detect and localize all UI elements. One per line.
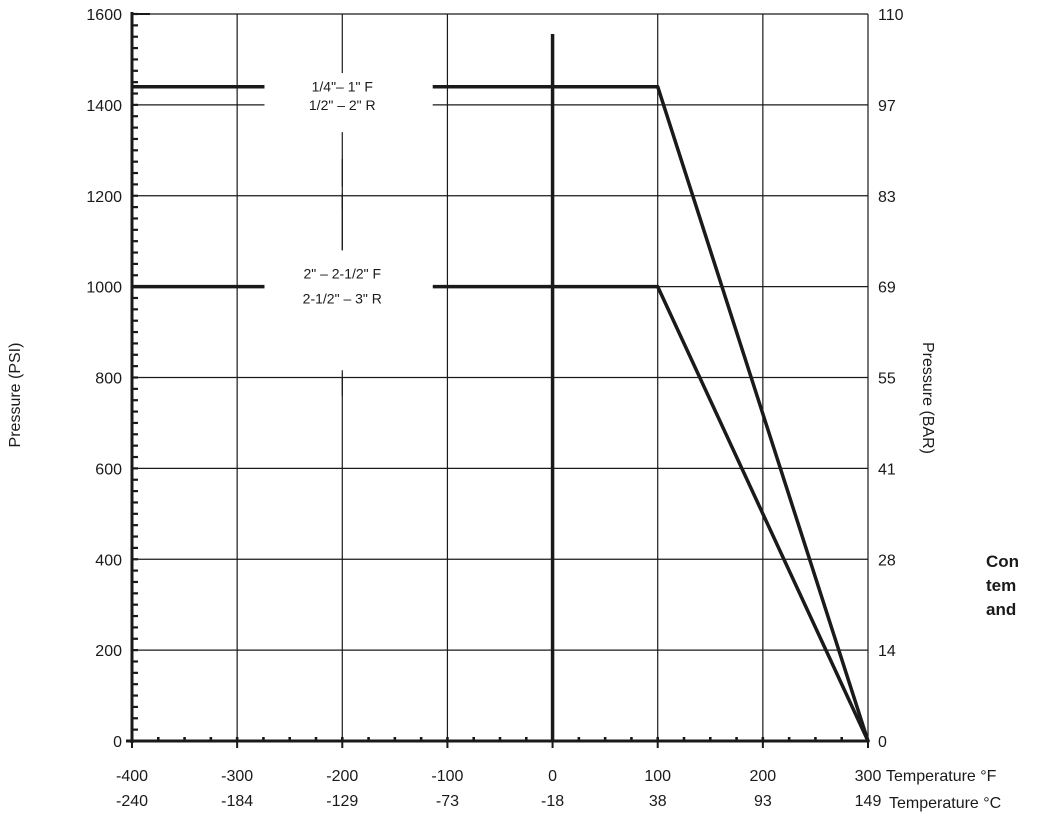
y-tick-label-right: 0 (878, 734, 887, 751)
y-tick-label-right: 110 (878, 7, 904, 24)
y-tick-label-right: 69 (878, 280, 896, 297)
x-tick-label-c: 38 (649, 793, 667, 810)
series-annotations: 1/4"– 1" F 1/2" – 2" R 2" – 2-1/2" F 2-1/2"… (264, 73, 433, 396)
axes (126, 12, 869, 748)
y-tick-label-left: 0 (113, 734, 122, 751)
x-tick-label-c: 149 (855, 793, 882, 810)
series-lines (132, 84, 870, 743)
side-note-line: Con (986, 552, 1020, 571)
series-line (655, 284, 870, 743)
x-tick-label-f: -400 (116, 768, 148, 785)
label-mask (264, 250, 433, 371)
y-tick-label-left: 600 (95, 461, 122, 478)
x-tick-label-c: -18 (541, 793, 564, 810)
x-tick-label-c: -240 (116, 793, 148, 810)
x-tick-label-f: 100 (644, 768, 671, 785)
series-line (655, 84, 870, 743)
y-tick-label-left: 800 (95, 371, 122, 388)
x-axis-label-fahrenheit: Temperature °F (886, 768, 997, 785)
side-note-line: and (986, 600, 1017, 619)
y-tick-label-left: 1600 (86, 7, 122, 24)
y-axis-label-left: Pressure (PSI) (7, 343, 24, 448)
x-tick-label-f: 0 (548, 768, 557, 785)
x-tick-label-f: 300 (855, 768, 882, 785)
y-tick-label-left: 1400 (86, 98, 122, 115)
y-tick-label-left: 1000 (86, 280, 122, 297)
x-axis-label-celsius: Temperature °C (889, 795, 1001, 812)
y-tick-label-left: 1200 (86, 189, 122, 206)
y-tick-label-left: 200 (95, 643, 122, 660)
y-tick-label-right: 14 (878, 643, 896, 660)
y-axis-label-right: Pressure (BAR) (919, 342, 936, 454)
series-label: 1/4"– 1" F (312, 79, 373, 95)
y-tick-label-right: 83 (878, 189, 896, 206)
x-tick-label-f: -300 (221, 768, 253, 785)
series-label: 2-1/2" – 3" R (303, 291, 382, 307)
y-tick-label-right: 55 (878, 371, 896, 388)
series-label: 2" – 2-1/2" F (303, 266, 381, 282)
x-tick-label-c: 93 (754, 793, 772, 810)
y-tick-label-left: 400 (95, 552, 122, 569)
label-mask (264, 73, 433, 160)
x-tick-label-f: 200 (750, 768, 777, 785)
y-tick-label-right: 41 (878, 461, 896, 478)
y-tick-label-right: 97 (878, 98, 896, 115)
x-tick-label-c: -184 (221, 793, 253, 810)
grid-lines (132, 13, 869, 741)
x-tick-label-c: -73 (436, 793, 459, 810)
side-note: Con tem and (986, 550, 1043, 622)
side-note-line: tem (986, 576, 1017, 595)
x-tick-label-f: -100 (431, 768, 463, 785)
y-tick-label-right: 28 (878, 552, 896, 569)
series-label: 1/2" – 2" R (309, 97, 376, 113)
tick-labels: 0200400600800100012001400160001428415569… (86, 7, 903, 810)
x-tick-label-c: -129 (326, 793, 358, 810)
x-tick-label-f: -200 (326, 768, 358, 785)
